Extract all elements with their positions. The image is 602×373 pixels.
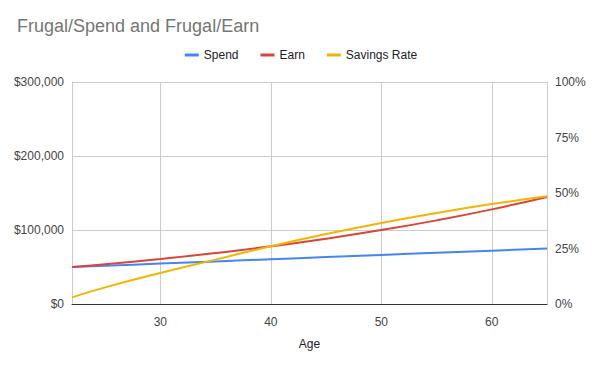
svg-text:25%: 25% [555, 242, 579, 256]
svg-text:Savings Rate: Savings Rate [346, 48, 418, 62]
svg-text:0%: 0% [555, 297, 573, 311]
svg-text:40: 40 [264, 315, 278, 329]
svg-text:Age: Age [299, 337, 321, 351]
svg-text:$0: $0 [51, 297, 65, 311]
svg-text:30: 30 [154, 315, 168, 329]
svg-text:Earn: Earn [279, 48, 304, 62]
svg-text:Spend: Spend [204, 48, 239, 62]
svg-text:Frugal/Spend and Frugal/Earn: Frugal/Spend and Frugal/Earn [17, 16, 259, 36]
svg-text:$100,000: $100,000 [14, 223, 64, 237]
svg-text:50: 50 [375, 315, 389, 329]
svg-text:100%: 100% [555, 75, 586, 89]
svg-text:$300,000: $300,000 [14, 75, 64, 89]
svg-text:50%: 50% [555, 186, 579, 200]
svg-text:60: 60 [485, 315, 499, 329]
svg-text:$200,000: $200,000 [14, 149, 64, 163]
svg-text:75%: 75% [555, 131, 579, 145]
